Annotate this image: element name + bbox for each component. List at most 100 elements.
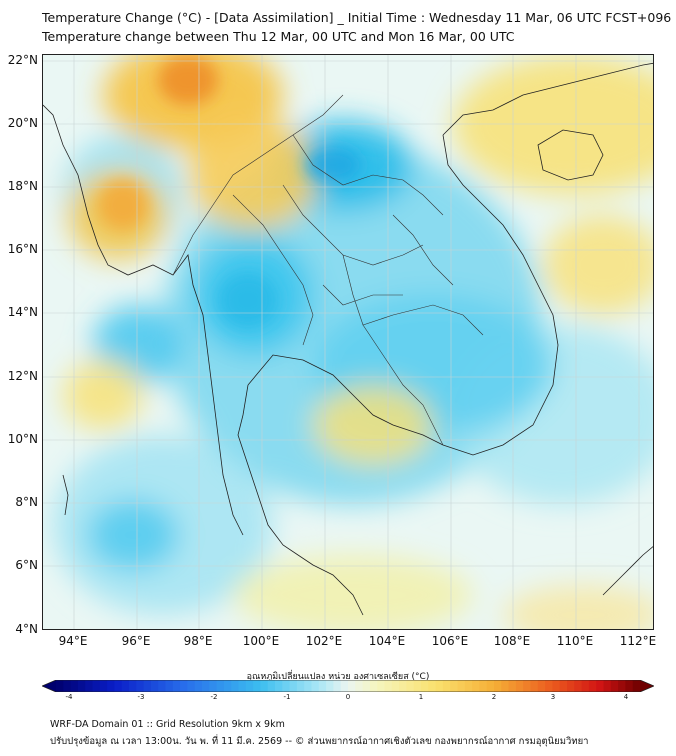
lat-label-16: 16°N [7, 242, 38, 256]
colorbar-cell [472, 680, 480, 692]
lat-label-12: 12°N [7, 369, 38, 383]
colorbar-cell [187, 680, 196, 692]
colorbar-cell [428, 680, 437, 692]
colorbar-cell [545, 680, 553, 692]
colorbar-cell [340, 680, 349, 692]
colorbar-cell [275, 680, 283, 692]
colorbar-cell [369, 680, 378, 692]
colorbar-cell [508, 680, 517, 692]
colorbar-cell [150, 680, 159, 692]
map-title-line1: Temperature Change (°C) - [Data Assimila… [42, 10, 672, 25]
colorbar-cell [406, 680, 415, 692]
colorbar-cell [603, 680, 612, 692]
lon-label-112: 112°E [619, 634, 657, 648]
colorbar-min-arrow [42, 680, 56, 692]
colorbar-cell [610, 680, 619, 692]
colorbar-cell [129, 680, 137, 692]
colorbar-cell [413, 680, 422, 692]
colorbar-cell [165, 680, 174, 692]
colorbar-tick: -1 [283, 693, 291, 701]
lon-label-100: 100°E [242, 634, 280, 648]
colorbar-cell [143, 680, 152, 692]
colorbar-cell [223, 680, 232, 692]
colorbar-cell [348, 680, 356, 692]
colorbar-cell [501, 680, 510, 692]
colorbar-cell [238, 680, 247, 692]
lat-label-20: 20°N [7, 116, 38, 130]
colorbar-cell [245, 680, 254, 692]
colorbar-cell [574, 680, 583, 692]
lon-label-110: 110°E [556, 634, 594, 648]
colorbar-cell [581, 680, 590, 692]
colorbar-cell [318, 680, 327, 692]
colorbar-tick: 3 [550, 693, 556, 701]
colorbar-cell [136, 680, 145, 692]
lat-label-8: 8°N [15, 495, 38, 509]
colorbar-max-arrow [640, 680, 654, 692]
colorbar-cell [362, 680, 371, 692]
colorbar-cell [464, 680, 473, 692]
colorbar-label: อุณหภูมิเปลี่ยนแปลง หน่วย องศาเซลเซียส (… [246, 672, 430, 682]
colorbar-cell [158, 680, 166, 692]
colorbar-cell [588, 680, 597, 692]
lon-label-104: 104°E [368, 634, 406, 648]
colorbar-cell [537, 680, 546, 692]
colorbar-cell [114, 680, 123, 692]
colorbar-cell [92, 680, 101, 692]
colorbar-cell [567, 680, 575, 692]
colorbar-tick: 0 [345, 693, 351, 701]
colorbar-cell [253, 680, 261, 692]
lat-label-18: 18°N [7, 179, 38, 193]
lat-label-22: 22°N [7, 53, 38, 67]
colorbar-cell [442, 680, 451, 692]
colorbar-cell [231, 680, 239, 692]
colorbar-cell [399, 680, 407, 692]
footer-update-info: ปรับปรุงข้อมูล ณ เวลา 13:00น. วัน พ. ที่… [50, 736, 589, 747]
colorbar-cell [56, 680, 64, 692]
colorbar-cell [530, 680, 539, 692]
colorbar-cell [421, 680, 429, 692]
colorbar-cell [326, 680, 334, 692]
colorbar-cell [311, 680, 320, 692]
colorbar-tick: 1 [418, 693, 424, 701]
colorbar-cell [216, 680, 225, 692]
lat-label-14: 14°N [7, 305, 38, 319]
lat-label-6: 6°N [15, 558, 38, 572]
colorbar-tick: 2 [491, 693, 497, 701]
colorbar-cell [209, 680, 218, 692]
graticule [43, 55, 653, 629]
colorbar-cell [494, 680, 502, 692]
colorbar-cell [618, 680, 626, 692]
colorbar-cell [267, 680, 276, 692]
colorbar-cell [282, 680, 291, 692]
temperature-change-map [43, 55, 653, 629]
lon-label-98: 98°E [183, 634, 213, 648]
colorbar-cell [194, 680, 203, 692]
colorbar-cell [523, 680, 531, 692]
colorbar-cell [457, 680, 466, 692]
colorbar-cell [355, 680, 364, 692]
colorbar-tick: 4 [623, 693, 629, 701]
lon-label-106: 106°E [431, 634, 469, 648]
colorbar-cell [121, 680, 130, 692]
map-title-line2: Temperature change between Thu 12 Mar, 0… [42, 29, 515, 44]
colorbar-tick: -2 [210, 693, 218, 701]
colorbar-cell [304, 680, 312, 692]
colorbar-cell [559, 680, 568, 692]
colorbar-cell [70, 680, 79, 692]
colorbar-cell [625, 680, 634, 692]
colorbar-cell [63, 680, 72, 692]
lon-label-94: 94°E [58, 634, 88, 648]
lon-label-102: 102°E [305, 634, 343, 648]
lon-label-108: 108°E [493, 634, 531, 648]
map-panel[interactable] [42, 54, 654, 630]
colorbar [42, 680, 654, 692]
colorbar-cell [450, 680, 458, 692]
country-borders [172, 94, 484, 446]
colorbar-cell [435, 680, 444, 692]
colorbar-tick: -4 [65, 693, 73, 701]
colorbar-cell [296, 680, 305, 692]
colorbar-cell [77, 680, 86, 692]
colorbar-cell [479, 680, 488, 692]
colorbar-cell [180, 680, 188, 692]
